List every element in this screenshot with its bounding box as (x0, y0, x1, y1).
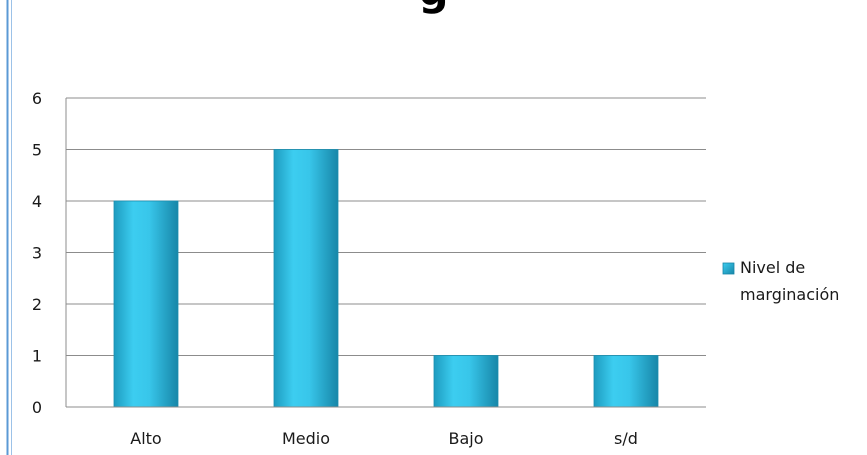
legend-label-line-1: Nivel de (740, 258, 805, 277)
y-tick-label: 1 (32, 347, 42, 366)
bars (113, 149, 659, 408)
x-tick-label: Alto (130, 429, 161, 448)
y-tick-label: 3 (32, 244, 42, 263)
y-tick-label: 0 (32, 398, 42, 417)
chart-title: g (0, 0, 867, 15)
y-tick-label: 2 (32, 295, 42, 314)
chart-border (6, 0, 9, 455)
bar-alto (113, 200, 179, 408)
legend-label-line-2: marginación (740, 285, 839, 304)
y-tick-labels: 0 1 2 3 4 5 6 (32, 89, 42, 417)
x-tick-label: Medio (282, 429, 330, 448)
bar-medio (273, 149, 339, 408)
bar-bajo (433, 355, 499, 408)
x-tick-labels: Alto Medio Bajo s/d (130, 429, 638, 448)
y-tick-label: 5 (32, 141, 42, 160)
x-tick-label: Bajo (448, 429, 483, 448)
x-tick-label: s/d (614, 429, 638, 448)
legend: Nivel de marginación (722, 258, 839, 304)
legend-swatch (722, 262, 735, 275)
y-tick-label: 4 (32, 192, 42, 211)
bar-s-d (593, 355, 659, 408)
y-tick-label: 6 (32, 89, 42, 108)
